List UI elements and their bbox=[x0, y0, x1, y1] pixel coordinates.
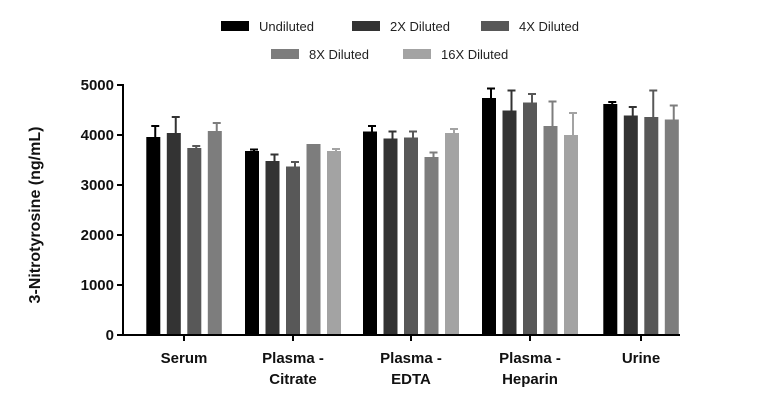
error-bars bbox=[151, 87, 678, 167]
error-bar-2-0 bbox=[368, 125, 376, 132]
bar-2-2 bbox=[404, 137, 418, 335]
x-categories: Serum Plasma - Citrate Plasma - EDTA Plasma -… bbox=[161, 335, 660, 388]
y-tick-label: 4000 bbox=[81, 127, 114, 144]
bar-2-1 bbox=[383, 138, 398, 335]
legend-label: 2X Diluted bbox=[390, 19, 450, 34]
x-category-label: Heparin bbox=[502, 371, 558, 388]
bar-0-1 bbox=[166, 133, 181, 335]
bar-1-1 bbox=[265, 161, 280, 335]
error-bar-1-4 bbox=[332, 148, 340, 151]
y-ticks: 0 1000 2000 3000 4000 5000 bbox=[81, 77, 123, 344]
bar-3-3 bbox=[543, 126, 558, 335]
error-bar-4-3 bbox=[669, 104, 678, 120]
bar-3-4 bbox=[564, 135, 578, 335]
x-category-label: Plasma - bbox=[262, 350, 324, 367]
error-bar-4-1 bbox=[628, 106, 637, 116]
bar-0-2 bbox=[187, 148, 202, 335]
legend: Undiluted 2X Diluted 4X Diluted 8X Diluted 1… bbox=[221, 19, 579, 62]
error-bar-2-2 bbox=[409, 130, 417, 138]
x-category-label: Urine bbox=[622, 350, 660, 367]
axes bbox=[122, 84, 680, 336]
y-tick-label: 5000 bbox=[81, 77, 114, 94]
bar-3-0 bbox=[482, 98, 496, 335]
y-tick-label: 3000 bbox=[81, 177, 114, 194]
bar-2-0 bbox=[363, 131, 377, 335]
error-bar-1-1 bbox=[270, 153, 279, 161]
error-bar-3-0 bbox=[487, 87, 495, 98]
legend-label: 4X Diluted bbox=[519, 19, 579, 34]
bar-4-2 bbox=[644, 117, 659, 335]
error-bar-1-2 bbox=[291, 161, 299, 167]
legend-swatch bbox=[221, 21, 249, 31]
error-bar-2-4 bbox=[450, 128, 458, 133]
error-bar-0-1 bbox=[171, 116, 180, 133]
legend-swatch bbox=[271, 49, 299, 59]
x-category-label: Plasma - bbox=[499, 350, 561, 367]
bar-4-1 bbox=[623, 115, 638, 335]
y-tick-label: 1000 bbox=[81, 277, 114, 294]
x-category-label: EDTA bbox=[391, 371, 431, 388]
x-category-label: Serum bbox=[161, 350, 208, 367]
bar-1-3 bbox=[306, 144, 321, 335]
bar-2-4 bbox=[445, 133, 459, 335]
error-bar-0-0 bbox=[151, 125, 160, 137]
error-bar-2-1 bbox=[388, 130, 397, 139]
error-bar-3-2 bbox=[528, 93, 536, 103]
error-bar-0-2 bbox=[192, 145, 201, 148]
x-category-label: Plasma - bbox=[380, 350, 442, 367]
legend-swatch bbox=[403, 49, 431, 59]
legend-label: 8X Diluted bbox=[309, 47, 369, 62]
y-tick-label: 2000 bbox=[81, 227, 114, 244]
bar-4-0 bbox=[603, 104, 618, 335]
legend-label: 16X Diluted bbox=[441, 47, 508, 62]
error-bar-3-4 bbox=[569, 112, 577, 135]
error-bar-1-0 bbox=[250, 148, 258, 151]
error-bar-4-0 bbox=[608, 101, 617, 104]
bar-1-0 bbox=[245, 151, 259, 335]
error-bar-4-2 bbox=[649, 89, 658, 117]
bar-4-3 bbox=[664, 119, 679, 335]
error-bar-3-3 bbox=[548, 100, 557, 126]
bar-3-1 bbox=[502, 110, 517, 335]
legend-item-1: 2X Diluted bbox=[352, 19, 450, 34]
error-bar-0-3 bbox=[212, 122, 221, 131]
bar-3-2 bbox=[523, 102, 537, 335]
x-category-label: Citrate bbox=[269, 371, 317, 388]
legend-label: Undiluted bbox=[259, 19, 314, 34]
y-tick-label: 0 bbox=[106, 327, 114, 344]
bars bbox=[146, 98, 679, 335]
legend-item-0: Undiluted bbox=[221, 19, 314, 34]
bar-1-4 bbox=[327, 151, 341, 335]
legend-swatch bbox=[481, 21, 509, 31]
error-bar-2-3 bbox=[429, 151, 438, 157]
legend-item-4: 16X Diluted bbox=[403, 47, 508, 62]
bar-0-3 bbox=[207, 131, 222, 335]
legend-item-3: 8X Diluted bbox=[271, 47, 369, 62]
bar-2-3 bbox=[424, 157, 439, 335]
bar-1-2 bbox=[286, 166, 300, 335]
legend-swatch bbox=[352, 21, 380, 31]
legend-item-2: 4X Diluted bbox=[481, 19, 579, 34]
y-axis-label: 3-Nitrotyrosine (ng/mL) bbox=[27, 127, 44, 304]
error-bar-3-1 bbox=[507, 89, 516, 111]
bar-0-0 bbox=[146, 137, 161, 335]
